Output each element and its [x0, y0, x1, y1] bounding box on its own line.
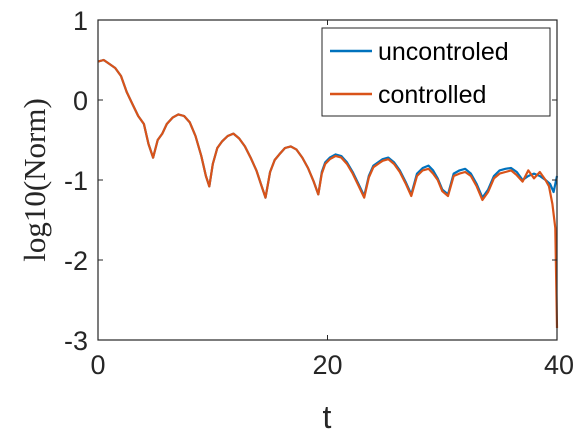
y-tick-label: 0: [73, 86, 88, 116]
x-tick-label: 0: [90, 350, 105, 380]
y-tick-label: -3: [64, 326, 88, 356]
legend-box: [321, 27, 551, 117]
tick-layer: 0 20 40 -3 -2 -1 0 1: [64, 6, 574, 380]
y-tick-label: -2: [64, 246, 88, 276]
x-tick-label: 40: [544, 350, 574, 380]
y-tick-label: 1: [73, 6, 88, 36]
x-axis-label: t: [323, 399, 332, 435]
legend-label-uncontroled: uncontroled: [378, 38, 509, 66]
legend: uncontroled controlled: [321, 27, 551, 117]
y-tick-label: -1: [64, 166, 88, 196]
y-axis-label: log10(Norm): [17, 98, 52, 262]
x-tick-label: 20: [312, 350, 342, 380]
series-layer: [97, 58, 559, 329]
legend-label-controlled: controlled: [378, 81, 486, 109]
series-line-controlled: [97, 58, 559, 329]
